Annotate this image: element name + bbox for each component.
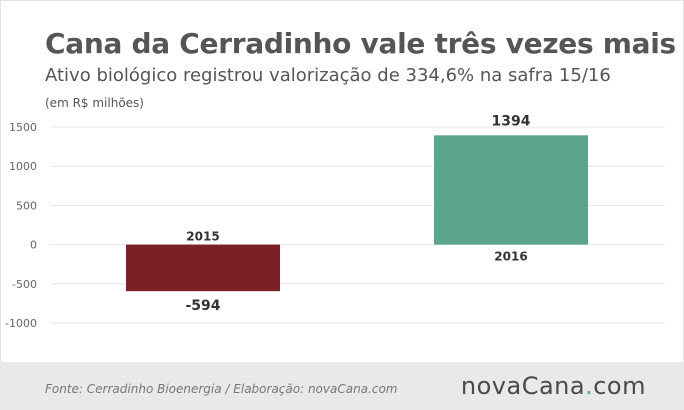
bar-chart: 1500 1000 500 0 -500 -1000 2015 -594 2016 1394 <box>5 113 665 330</box>
bar-2016 <box>434 135 588 245</box>
unit-note: (em R$ milhões) <box>45 96 144 110</box>
logo-dot: . <box>585 372 594 400</box>
bar-2015 <box>126 244 280 292</box>
y-tick-label: 0 <box>30 239 37 252</box>
logo-main: novaCana <box>460 372 586 400</box>
logo-tld: com <box>593 372 646 400</box>
value-label: 1394 <box>492 113 531 129</box>
footer: Fonte: Cerradinho Bioenergia / Elaboraçã… <box>0 362 684 410</box>
category-label: 2015 <box>186 230 219 244</box>
y-tick-label: 1000 <box>9 160 37 173</box>
chart-subtitle: Ativo biológico registrou valorização de… <box>45 65 611 86</box>
y-tick-label: 1500 <box>9 121 37 134</box>
chart-card: Cana da Cerradinho vale três vezes mais … <box>0 0 684 363</box>
novacana-logo: novaCana.com <box>461 372 646 400</box>
value-label: -594 <box>185 298 220 314</box>
chart-title: Cana da Cerradinho vale três vezes mais <box>45 27 676 60</box>
y-tick-label: 500 <box>16 199 37 212</box>
source-note: Fonte: Cerradinho Bioenergia / Elaboraçã… <box>45 382 398 396</box>
y-tick-label: -1000 <box>5 317 37 330</box>
y-tick-label: -500 <box>12 278 37 291</box>
category-label: 2016 <box>494 250 527 264</box>
